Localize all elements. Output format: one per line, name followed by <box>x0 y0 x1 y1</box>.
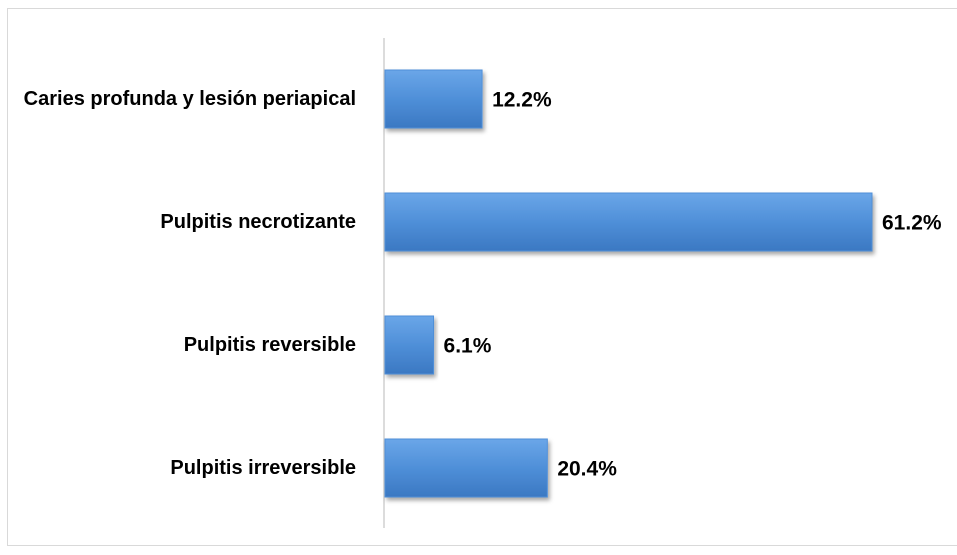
category-label: Pulpitis irreversible <box>170 457 356 479</box>
bar <box>384 69 483 129</box>
data-label: 6.1% <box>444 335 492 358</box>
bar <box>384 438 548 498</box>
category-label: Pulpitis necrotizante <box>160 211 356 233</box>
category-label-box: Pulpitis reversible <box>16 331 356 359</box>
data-label: 12.2% <box>492 89 552 112</box>
bar <box>384 192 873 252</box>
category-label-box: Pulpitis irreversible <box>16 454 356 482</box>
bar <box>384 315 435 375</box>
data-label: 20.4% <box>557 458 617 481</box>
category-label-box: Pulpitis necrotizante <box>16 208 356 236</box>
data-label: 61.2% <box>882 212 942 235</box>
chart-frame <box>7 8 957 546</box>
category-label: Pulpitis reversible <box>183 334 356 356</box>
category-label: Caries profunda y lesión periapical <box>23 88 356 110</box>
category-label-box: Caries profunda y lesión periapical <box>16 85 356 113</box>
